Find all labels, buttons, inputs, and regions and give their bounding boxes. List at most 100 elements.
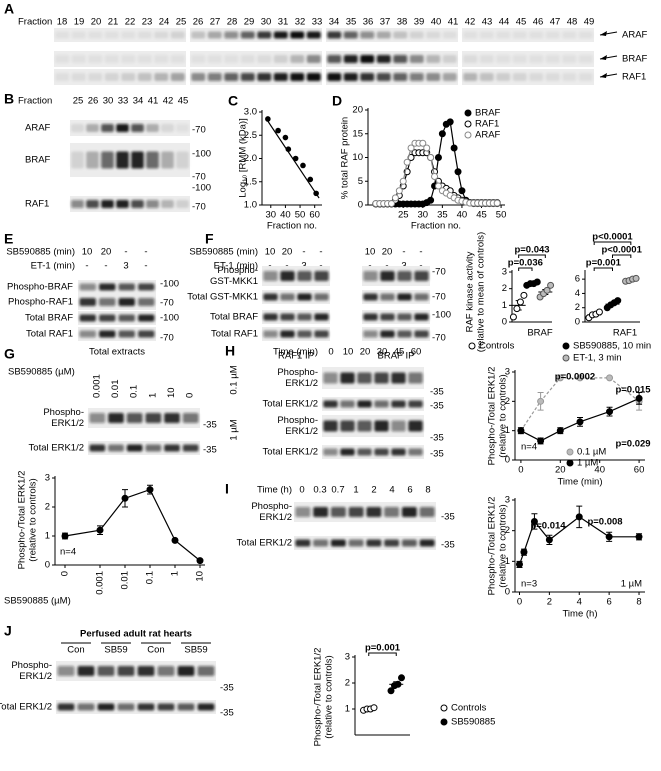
- band: [376, 55, 391, 63]
- band: [176, 151, 189, 169]
- band: [77, 666, 95, 676]
- dot: [614, 297, 622, 305]
- y-tick-label: 3: [45, 473, 50, 484]
- header-label: ET-1 (min): [31, 261, 75, 272]
- band: [137, 703, 155, 711]
- band: [71, 151, 84, 169]
- lane-label: 48: [567, 17, 578, 28]
- point: [635, 533, 643, 541]
- legend-label: RAF1: [475, 119, 499, 130]
- lane-label: 31: [278, 17, 289, 28]
- line: [64, 488, 201, 562]
- band: [313, 539, 329, 547]
- band: [348, 507, 364, 517]
- y-tick-label: 5: [358, 176, 363, 187]
- band: [104, 73, 119, 81]
- x-tick-label: 0.01: [120, 571, 131, 590]
- band: [479, 55, 494, 63]
- x-axis-label: Fraction no.: [411, 221, 461, 232]
- dot: [394, 680, 402, 688]
- band: [55, 73, 70, 81]
- y-tick-label: 6: [575, 274, 580, 285]
- band: [138, 314, 155, 322]
- legend-label: SB590885, 10 min: [573, 341, 651, 352]
- lane-label: 37: [380, 17, 391, 28]
- band: [280, 293, 295, 301]
- legend-marker: [440, 718, 448, 726]
- mw-marker: -35: [203, 445, 217, 456]
- band: [137, 31, 152, 39]
- point: [423, 144, 431, 152]
- band: [170, 55, 185, 63]
- band: [578, 55, 593, 63]
- blot-title: Perfused adult rat hearts: [80, 629, 192, 640]
- legend-marker: [440, 704, 448, 712]
- note: n=3: [521, 579, 537, 590]
- band: [360, 31, 375, 39]
- band: [146, 151, 159, 169]
- row-label: ERK1/2: [285, 426, 318, 437]
- lane-label: 0.7: [331, 485, 344, 496]
- panel-label: C: [228, 93, 238, 109]
- band: [545, 31, 560, 39]
- mw-marker: -35: [430, 449, 444, 460]
- band: [99, 314, 116, 322]
- point: [275, 127, 281, 134]
- band: [295, 539, 311, 547]
- point: [515, 560, 523, 568]
- lane-label: 41: [448, 17, 459, 28]
- mw-marker: -70: [432, 267, 446, 278]
- lane-label: 26: [88, 96, 99, 107]
- lane-label: 45: [394, 347, 405, 358]
- band: [191, 73, 206, 81]
- x-tick-label: 35: [437, 210, 448, 221]
- panel-label: A: [4, 1, 14, 17]
- band: [357, 372, 372, 384]
- group-label: RAF1: [613, 328, 637, 339]
- band: [108, 413, 124, 423]
- band: [297, 293, 312, 301]
- band: [463, 73, 478, 81]
- x-axis-label: SB590885 (µM): [4, 596, 71, 607]
- point: [575, 513, 583, 521]
- y-tick-label: 0: [505, 455, 510, 466]
- band: [257, 73, 272, 81]
- bracket: [593, 241, 632, 245]
- row-label: Total GST-MKK1: [187, 292, 258, 303]
- point: [576, 374, 584, 382]
- band: [79, 298, 96, 306]
- lane-label: 20: [101, 247, 112, 258]
- point: [265, 116, 271, 122]
- fit-line: [265, 118, 320, 199]
- lane-label: 8: [425, 485, 430, 496]
- point: [458, 187, 466, 195]
- y-tick-label: 10: [352, 152, 363, 163]
- band: [161, 124, 174, 132]
- dot: [520, 291, 528, 299]
- point: [407, 144, 415, 152]
- band: [496, 73, 511, 81]
- blot: [56, 661, 216, 681]
- row-label: Phospho-: [43, 407, 84, 418]
- mw-marker: -35: [441, 512, 455, 523]
- y-tick-label: 2.5: [244, 130, 257, 141]
- blot: [70, 196, 190, 212]
- band: [297, 330, 312, 338]
- dot: [632, 274, 640, 282]
- bracket: [612, 254, 632, 258]
- band: [207, 73, 222, 81]
- band: [327, 31, 342, 39]
- y-axis-label: (relative to controls): [28, 478, 39, 561]
- band: [512, 73, 527, 81]
- band: [57, 666, 75, 676]
- line: [520, 397, 640, 442]
- band: [117, 703, 135, 711]
- x-axis-label: Time (h): [562, 609, 597, 620]
- legend-label: BRAF: [475, 108, 501, 119]
- lane-label: 10: [166, 387, 177, 398]
- band: [306, 73, 321, 81]
- blot: [462, 69, 594, 85]
- band: [343, 55, 358, 63]
- row-label: Phospho-: [217, 265, 258, 276]
- blot: [326, 51, 458, 67]
